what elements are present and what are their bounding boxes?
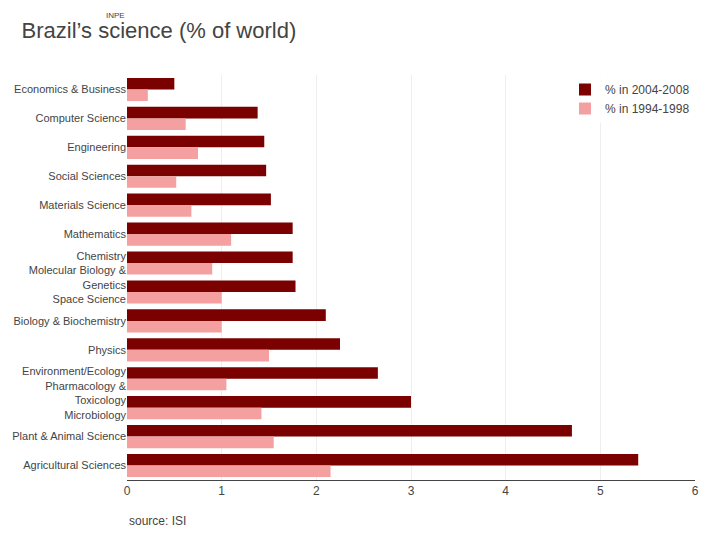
svg-text:6: 6 (692, 484, 699, 498)
svg-text:5: 5 (597, 484, 604, 498)
svg-text:Computer Science: Computer Science (36, 112, 127, 124)
svg-text:Engineering: Engineering (67, 141, 126, 153)
svg-text:ChemistryMolecular Biology &: ChemistryMolecular Biology & (29, 250, 127, 276)
svg-text:Materials Science: Materials Science (39, 199, 126, 211)
svg-text:Mathematics: Mathematics (64, 228, 127, 240)
svg-text:GeneticsSpace Science: GeneticsSpace Science (53, 279, 127, 305)
svg-text:Plant & Animal Science: Plant & Animal Science (12, 430, 126, 442)
svg-text:ToxicologyMicrobiology: ToxicologyMicrobiology (64, 394, 126, 420)
svg-text:% in 2004-2008: % in 2004-2008 (605, 83, 689, 97)
svg-text:Social Sciences: Social Sciences (48, 170, 126, 182)
svg-text:Biology & Biochemistry: Biology & Biochemistry (14, 315, 127, 327)
svg-text:1: 1 (218, 484, 225, 498)
svg-text:0: 0 (124, 484, 131, 498)
svg-text:Brazil’s science (% of world): Brazil’s science (% of world) (22, 18, 297, 43)
svg-text:3: 3 (408, 484, 415, 498)
svg-text:INPE: INPE (106, 11, 125, 20)
svg-text:Economics & Business: Economics & Business (14, 83, 126, 95)
svg-text:4: 4 (502, 484, 509, 498)
svg-text:Environment/EcologyPharmacolog: Environment/EcologyPharmacology & (22, 365, 127, 391)
svg-text:% in 1994-1998: % in 1994-1998 (605, 102, 689, 116)
svg-text:Agricultural Sciences: Agricultural Sciences (23, 459, 126, 471)
svg-text:Physics: Physics (88, 344, 126, 356)
svg-text:2: 2 (313, 484, 320, 498)
svg-text:source: ISI: source: ISI (129, 514, 186, 528)
